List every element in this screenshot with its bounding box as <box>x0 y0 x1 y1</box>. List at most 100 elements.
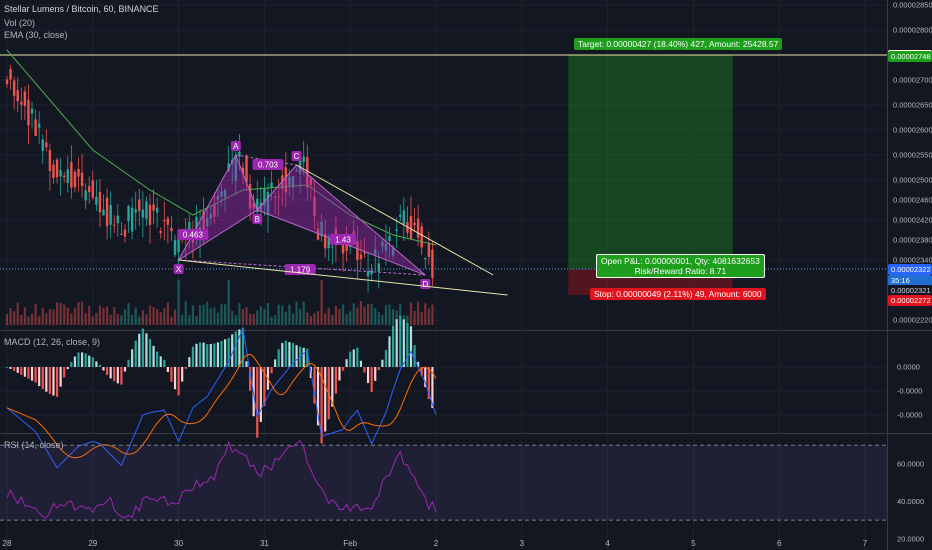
macd-histogram-bar <box>134 340 137 367</box>
vol-legend[interactable]: Vol (20) <box>4 18 36 28</box>
candle-body <box>273 196 277 198</box>
candle-body <box>84 190 87 201</box>
macd-histogram-bar <box>95 361 98 367</box>
macd-histogram-bar <box>402 319 405 367</box>
candle-body <box>223 189 227 198</box>
candle-body <box>145 201 148 219</box>
macd-histogram-bar <box>409 326 413 367</box>
risk-reward-label: Risk/Reward Ratio: 8.71 <box>634 266 727 276</box>
volume-bar <box>102 307 105 325</box>
volume-bar <box>238 302 241 325</box>
volume-bar <box>27 316 30 325</box>
macd-histogram-bar <box>63 367 66 378</box>
macd-histogram-bar <box>170 367 173 382</box>
candle-body <box>123 229 127 237</box>
target-label[interactable]: Target: 0.00000427 (18.40%) 427, Amount:… <box>574 38 783 50</box>
candle-body <box>105 197 109 227</box>
volume-bar <box>52 309 55 325</box>
candle-body <box>12 80 16 96</box>
stop-label[interactable]: Stop: 0.00000049 (2.11%) 49, Amount: 600… <box>590 288 766 300</box>
x-tick-label: 5 <box>691 539 696 548</box>
price-marker: 0.00002322 <box>888 263 932 275</box>
volume-bar <box>366 304 370 325</box>
macd-histogram-bar <box>259 367 262 422</box>
macd-histogram-bar <box>30 367 34 381</box>
volume-bar <box>55 302 59 325</box>
volume-bar <box>88 306 91 325</box>
rsi-legend[interactable]: RSI (14, close) <box>4 440 64 450</box>
candle-body <box>113 224 116 226</box>
volume-bar <box>316 311 320 325</box>
macd-histogram-bar <box>241 327 245 367</box>
harmonic-ratio: 1.43 <box>330 234 357 245</box>
candle-body <box>320 221 323 237</box>
macd-legend[interactable]: MACD (12, 26, close, 9) <box>4 337 101 347</box>
volume-bar <box>195 316 198 325</box>
volume-bar <box>106 306 109 325</box>
macd-histogram-bar <box>306 348 309 367</box>
macd-histogram-bar <box>88 355 91 367</box>
candle-body <box>356 241 359 261</box>
volume-bar <box>288 304 291 325</box>
candle-body <box>141 209 145 218</box>
volume-bar <box>66 307 69 325</box>
volume-bar <box>159 312 162 325</box>
candle-body <box>209 213 212 219</box>
ema-line <box>6 49 437 246</box>
harmonic-ratio-label: 1.179 <box>290 266 311 275</box>
macd-histogram-bar <box>156 351 159 367</box>
volume-bar <box>424 303 427 325</box>
x-tick-label: 3 <box>520 539 525 548</box>
candle-body <box>431 249 434 279</box>
macd-histogram-bar <box>38 367 41 387</box>
volume-bar <box>349 311 352 325</box>
volume-bar <box>48 309 51 325</box>
volume-bar <box>198 305 202 325</box>
macd-histogram-bar <box>413 345 416 367</box>
candle-body <box>252 203 255 209</box>
macd-histogram-bar <box>141 328 144 367</box>
volume-bar <box>327 307 330 325</box>
rsi-tick-label: 40.0000 <box>897 497 924 506</box>
macd-histogram-bar <box>109 367 112 379</box>
harmonic-point-badge <box>230 141 241 151</box>
ema-legend[interactable]: EMA (30, close) <box>4 30 68 40</box>
volume-bar <box>392 309 395 325</box>
volume-bar <box>63 304 66 325</box>
macd-histogram-bar <box>302 347 305 367</box>
volume-bar <box>274 315 277 325</box>
macd-histogram-bar <box>370 367 373 392</box>
macd-histogram-bar <box>381 359 384 367</box>
harmonic-point-label: C <box>294 152 300 161</box>
candle-body <box>316 228 320 240</box>
volume-bar <box>184 301 187 325</box>
macd-histogram-bar <box>80 352 84 367</box>
harmonic-point-c: C <box>291 151 302 161</box>
harmonic-point-label: D <box>422 280 428 289</box>
candle-body <box>420 226 423 248</box>
candle-body <box>20 101 23 105</box>
candle-body <box>163 220 166 222</box>
macd-histogram-bar <box>13 367 16 371</box>
candle-body <box>427 243 431 257</box>
volume-bar <box>9 308 12 325</box>
volume-bar <box>163 308 166 325</box>
volume-bar <box>363 306 366 325</box>
macd-histogram-bar <box>206 344 209 367</box>
volume-bar <box>409 302 413 325</box>
macd-histogram-bar <box>5 367 9 368</box>
candle-body <box>341 240 345 254</box>
x-tick-label: 29 <box>88 539 97 548</box>
volume-bar <box>148 305 152 325</box>
macd-histogram-bar <box>363 367 366 373</box>
macd-histogram-bar <box>20 367 23 375</box>
y-tick-label: 0.00002700 <box>893 76 932 85</box>
macd-histogram-bar <box>334 367 337 394</box>
candle-body <box>270 182 273 189</box>
macd-histogram-bar <box>16 367 19 373</box>
pnl-box[interactable]: Open P&L: 0.00000001, Qty: 4081632653 Ri… <box>596 254 765 278</box>
harmonic-point-x: X <box>173 264 184 274</box>
macd-histogram-bar <box>163 359 166 367</box>
candle-body <box>388 236 391 241</box>
volume-bar <box>206 301 209 325</box>
